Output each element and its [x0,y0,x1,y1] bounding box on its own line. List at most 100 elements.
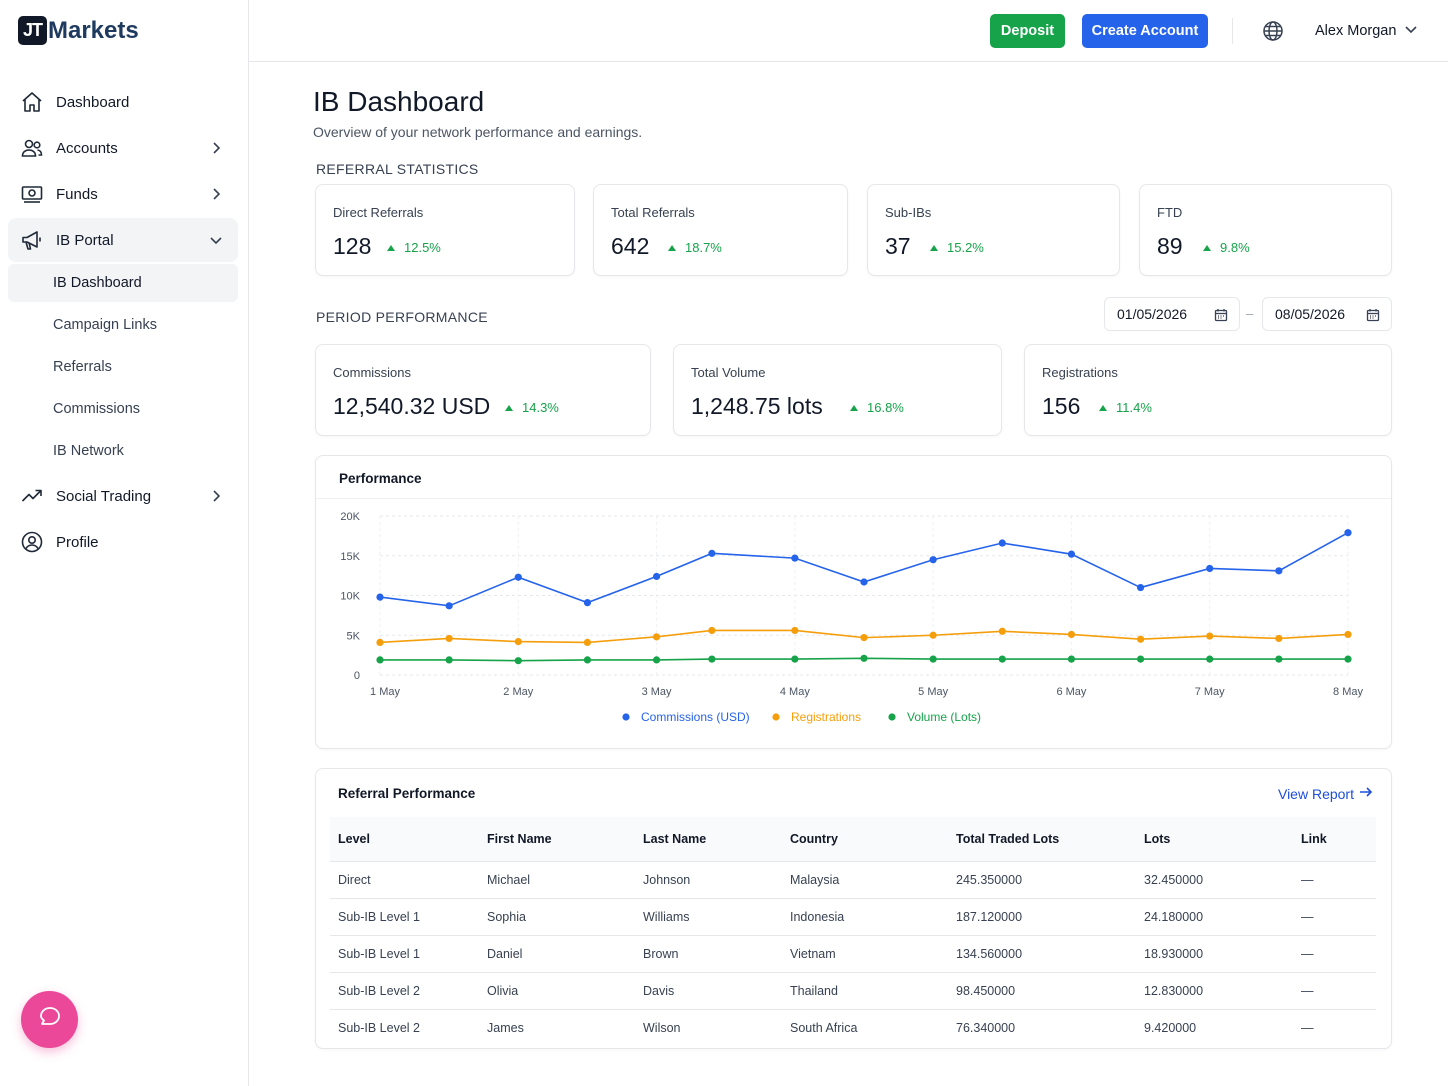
divider [1232,18,1233,44]
stat-label: Total Referrals [611,205,695,220]
legend-label: Commissions (USD) [641,710,750,724]
sidebar-item-profile[interactable]: Profile [8,520,238,564]
chevron-right-icon [206,138,226,158]
sidebar-subitem-commissions[interactable]: Commissions [53,401,141,417]
stat-label: FTD [1157,205,1183,220]
cell-level: Sub-IB Level 2 [338,1020,420,1035]
support-chat-button[interactable] [21,991,78,1048]
y-tick-label: 15K [340,551,360,563]
data-point-registrations [860,634,868,642]
cell-level: Sub-IB Level 1 [330,898,479,936]
cell-first-name: Michael [479,861,635,899]
sidebar-subitem-ib-dashboard[interactable]: IB Dashboard [8,264,238,302]
sidebar-item-ib-portal[interactable]: IB Portal [8,218,238,262]
column-header[interactable]: Country [782,817,948,862]
data-point-volume-lots [1275,655,1283,663]
data-point-commissions-usd [791,554,799,562]
stat-value: 12,540.32 USD [333,393,491,419]
date-from-input[interactable]: 01/05/2026 [1104,297,1240,331]
sidebar-subitem-referrals[interactable]: Referrals [53,359,112,375]
home-icon [20,90,44,114]
cell-level: Sub-IB Level 2 [330,972,479,1010]
x-tick-label: 7 May [1195,686,1225,698]
arrow-right-icon [1354,785,1373,802]
data-point-volume-lots [929,655,937,663]
stat-label: Registrations [1042,365,1118,380]
top-bar: Deposit Create Account Alex Morgan [249,0,1448,62]
table-row[interactable]: Direct Michael Johnson Malaysia 245.3500… [330,861,1376,899]
cell-country: Vietnam [782,935,948,973]
page-subtitle: Overview of your network performance and… [313,124,643,140]
cell-last-name: Brown [635,935,782,973]
data-point-registrations [514,638,522,646]
stat-card-total-referrals: Total Referrals 642 18.7% [593,184,848,276]
table-row[interactable]: Sub-IB Level 2 Olivia Davis Thailand 98.… [330,972,1376,1010]
view-report-label: View Report [1277,785,1354,802]
sidebar-item-dashboard[interactable]: Dashboard [8,80,238,124]
view-report-link[interactable]: View Report [1278,785,1373,802]
data-point-volume-lots [791,655,799,663]
legend-swatch [888,713,896,721]
stat-value: 642 [611,233,650,259]
trend-up-icon [1099,404,1107,411]
y-tick-label: 20K [340,511,360,523]
column-header[interactable]: Link [1293,817,1376,862]
sidebar-subitem-campaign-links[interactable]: Campaign Links [53,317,157,333]
stat-card-registrations: Registrations 156 11.4% [1024,344,1392,436]
globe-icon[interactable] [1262,20,1284,42]
date-from-value: 01/05/2026 [1117,306,1188,322]
column-header[interactable]: Last Name [635,817,782,862]
stat-delta: 9.8% [1203,240,1250,255]
deposit-button[interactable]: Deposit [990,14,1065,48]
chevron-right-icon [206,486,226,506]
stat-card-sub-ibs: Sub-IBs 37 15.2% [867,184,1120,276]
data-point-volume-lots [998,655,1006,663]
cell-level: Sub-IB Level 1 [330,935,479,973]
data-point-registrations [929,631,937,639]
stat-delta: 12.5% [387,240,441,255]
y-tick-label: 5K [347,630,361,642]
chevron-right-icon [206,184,226,204]
x-tick-label: 8 May [1333,686,1363,698]
user-name: Alex Morgan [1315,23,1397,39]
referral-performance-card: Referral Performance View Report Level F… [315,768,1392,1049]
column-header[interactable]: Total Traded Lots [948,817,1136,862]
cell-link: — [1301,1020,1314,1035]
trend-up-icon [930,244,938,251]
table-header-row: Level First Name Last Name Country Total… [330,817,1376,862]
cell-total-traded-lots: 187.120000 [948,898,1136,936]
trend-up-icon [1203,244,1211,251]
data-point-commissions-usd [583,599,592,607]
stat-value: 89 [1157,233,1183,259]
y-tick-label: 10K [340,591,360,603]
stat-label: Direct Referrals [333,205,424,220]
sidebar-item-label: Dashboard [56,93,130,111]
table-row[interactable]: Sub-IB Level 2 James Wilson South Africa… [330,1009,1376,1046]
sidebar-item-funds[interactable]: Funds [8,172,238,216]
table-row[interactable]: Sub-IB Level 1 Daniel Brown Vietnam 134.… [330,935,1376,973]
table-row[interactable]: Sub-IB Level 1 Sophia Williams Indonesia… [330,898,1376,936]
date-to-input[interactable]: 08/05/2026 [1262,297,1392,331]
data-point-commissions-usd [376,593,384,601]
user-menu[interactable]: Alex Morgan [1315,20,1418,42]
data-point-registrations [1206,632,1214,640]
sidebar-item-social-trading[interactable]: Social Trading [8,474,238,518]
data-point-registrations [791,626,799,635]
column-header[interactable]: First Name [479,817,635,862]
sidebar: JT Markets Dashboard Accounts Funds [0,0,249,1086]
data-point-commissions-usd [929,556,937,564]
brand-logo[interactable]: JT Markets [18,16,139,45]
data-point-registrations [708,626,716,635]
sidebar-subitem-ib-network[interactable]: IB Network [53,443,124,459]
stat-value: 37 [885,233,911,259]
create-account-button[interactable]: Create Account [1082,14,1208,48]
table-title: Referral Performance [338,786,476,801]
stat-card-commissions: Commissions 12,540.32 USD 14.3% [315,344,651,436]
trend-up-icon [505,404,513,411]
column-header[interactable]: Level [330,817,479,862]
data-point-volume-lots [1206,655,1214,663]
stat-delta: 15.2% [930,240,984,255]
data-point-commissions-usd [1206,564,1214,573]
sidebar-item-accounts[interactable]: Accounts [8,126,238,170]
column-header[interactable]: Lots [1136,817,1293,862]
